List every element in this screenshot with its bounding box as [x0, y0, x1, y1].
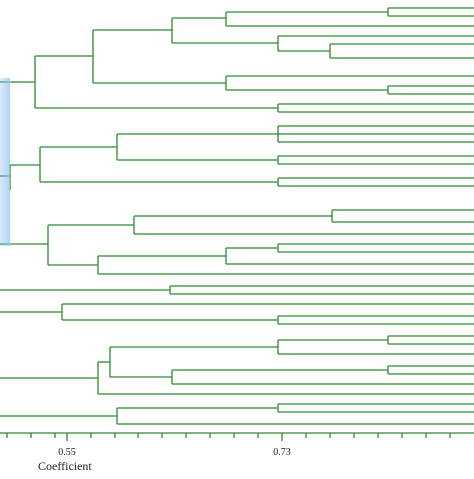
- axis-title: Coefficient: [38, 459, 92, 473]
- coefficient-axis: [0, 432, 474, 441]
- axis-tick-label: 0.55: [58, 447, 76, 458]
- branches: [0, 7, 474, 425]
- axis-tick-label: 0.73: [273, 447, 291, 458]
- cluster-highlight-bar: [0, 78, 10, 246]
